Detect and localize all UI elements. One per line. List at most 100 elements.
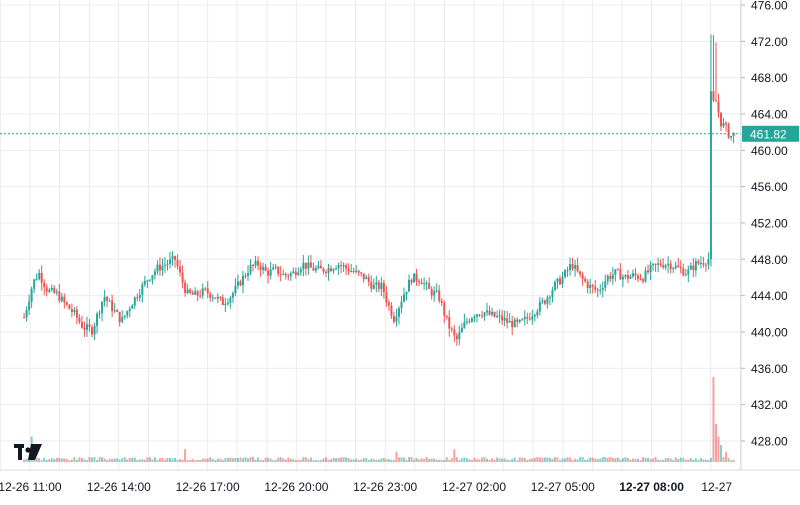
candle-body — [189, 289, 192, 293]
volume-bar — [322, 458, 325, 462]
volume-bar — [254, 459, 257, 462]
volume-bar — [601, 457, 604, 462]
volume-bar — [594, 458, 597, 462]
candle-body — [528, 318, 531, 320]
candle-body — [458, 332, 461, 340]
candle-body — [319, 265, 322, 269]
candle-body — [284, 273, 287, 276]
volume-bar — [531, 458, 534, 462]
volume-bar — [629, 459, 632, 462]
volume-bar — [53, 459, 56, 462]
candle-body — [279, 274, 282, 276]
volume-bar — [216, 458, 219, 462]
volume-bar — [523, 457, 526, 462]
volume-bar — [347, 457, 350, 462]
candle-body — [725, 123, 728, 125]
candle-body — [25, 309, 28, 318]
candle-body — [435, 290, 438, 292]
candle-body — [65, 302, 68, 305]
candle-body — [714, 100, 717, 102]
volume-bar — [611, 457, 614, 462]
last-price-line-group: 461.82 — [0, 125, 799, 142]
volume-bar — [616, 457, 619, 462]
volume-bar — [488, 460, 491, 462]
x-axis[interactable]: 12-26 11:00 12-26 14:00 12-26 17:00 12-26 2… — [0, 469, 800, 494]
volume-bar — [423, 458, 426, 462]
candle-body — [252, 264, 255, 266]
volume-bar — [257, 457, 260, 462]
candle-body — [647, 270, 650, 273]
volume-bar — [136, 459, 139, 462]
volume-bar — [428, 458, 431, 462]
volume-bar — [73, 457, 76, 462]
candle-body — [584, 278, 587, 282]
x-tick-label: 12-27 05:00 — [531, 480, 595, 494]
candle-body — [460, 327, 463, 333]
candle-body — [332, 269, 335, 272]
volume-bar — [465, 458, 468, 462]
volume-bar — [372, 459, 375, 462]
volume-bar — [118, 459, 121, 462]
candle-body — [35, 279, 38, 281]
candle-body — [521, 319, 524, 321]
volume-bar — [65, 459, 68, 462]
volume-bar — [727, 458, 730, 462]
volume-bar — [654, 456, 657, 462]
volume-bar — [418, 459, 421, 462]
candle-body — [302, 262, 305, 270]
volume-bar — [224, 458, 227, 462]
candle-body — [148, 279, 151, 281]
y-tick-label: 432.00 — [751, 398, 788, 412]
volume-bar — [309, 457, 312, 462]
volume-bar — [362, 458, 365, 462]
y-axis[interactable]: 476.00 472.00 468.00 464.00 460.00 456.00 452.… — [740, 0, 788, 470]
volume-bar — [496, 457, 499, 462]
candle-body — [574, 265, 577, 269]
candle-body — [78, 317, 81, 322]
volume-bar — [395, 451, 398, 462]
volume-bar — [702, 459, 705, 462]
volume-bar — [239, 457, 242, 462]
volume-bar — [214, 460, 217, 462]
candle-body — [121, 317, 124, 323]
candle-body — [131, 305, 134, 309]
volume-bar — [415, 457, 418, 462]
volume-bar — [413, 459, 416, 462]
candle-body — [85, 324, 88, 330]
candle-body — [712, 91, 715, 101]
candle-body — [639, 278, 642, 280]
candle-body — [241, 275, 244, 286]
volume-bar — [639, 460, 642, 462]
volume-bar — [163, 459, 166, 462]
candle-body — [63, 296, 66, 303]
volume-bar — [272, 460, 275, 462]
candle-body — [141, 284, 144, 296]
candle-body — [634, 273, 637, 276]
volume-bar — [166, 457, 169, 462]
candle-body — [171, 256, 174, 260]
candle-body — [488, 310, 491, 315]
candle-body — [23, 317, 26, 319]
volume-bar — [277, 457, 280, 462]
candle-body — [420, 282, 423, 285]
volume-bar — [236, 458, 239, 462]
candle-body — [45, 287, 48, 292]
candle-body — [624, 275, 627, 277]
candle-body — [644, 270, 647, 282]
volume-bar — [325, 457, 327, 462]
volume-bar — [513, 457, 516, 462]
volume-bar — [88, 457, 91, 462]
candle-body — [272, 267, 275, 270]
tradingview-logo-icon[interactable] — [14, 444, 42, 460]
candle-body — [80, 321, 83, 328]
candle-body — [70, 309, 73, 313]
candle-body — [491, 311, 494, 315]
volume-bar — [189, 459, 192, 462]
volume-bar — [677, 458, 680, 462]
candle-body — [561, 277, 564, 285]
volume-bar — [506, 459, 509, 462]
candle-body — [470, 318, 473, 322]
volume-bar — [169, 457, 172, 462]
